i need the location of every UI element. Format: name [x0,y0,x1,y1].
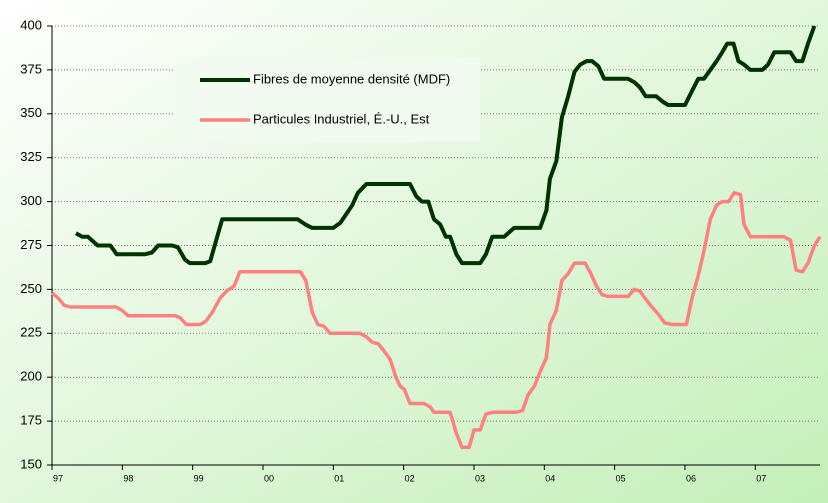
x-tick-label: 05 [616,473,626,483]
y-tick-label: 350 [20,105,42,120]
x-tick-label: 99 [194,473,204,483]
legend: Fibres de moyenne densité (MDF) Particule… [200,71,450,126]
plot [50,25,822,450]
y-tick-label: 200 [20,369,42,384]
y-tick-label: 300 [20,193,42,208]
y-tick-label: 275 [20,237,42,252]
series-line [50,191,822,450]
series-line [74,25,817,266]
legend-box [175,58,480,142]
y-tick-label: 225 [20,325,42,340]
x-tick-label: 98 [123,473,133,483]
x-tick-label: 01 [334,473,344,483]
y-tick-label: 175 [20,413,42,428]
legend-label: Particules Industriel, É.-U., Est [253,111,430,126]
y-tick-label: 375 [20,61,42,76]
grid [47,25,820,470]
x-tick-label: 03 [475,473,485,483]
x-tick-label: 04 [545,473,555,483]
y-tick-label: 250 [20,281,42,296]
y-tick-label: 325 [20,149,42,164]
x-tick-label: 06 [686,473,696,483]
x-tick-label: 02 [405,473,415,483]
y-tick-label: 150 [20,456,42,471]
legend-label: Fibres de moyenne densité (MDF) [253,71,450,86]
x-tick-label: 07 [756,473,766,483]
x-tick-label: 97 [53,473,63,483]
y-tick-label: 400 [20,17,42,32]
x-tick-label: 00 [264,473,274,483]
